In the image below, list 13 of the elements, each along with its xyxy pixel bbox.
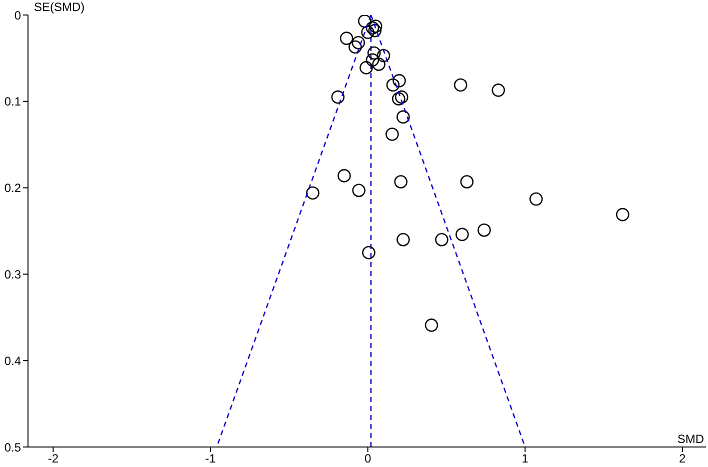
- y-tick-label: 0.3: [4, 267, 22, 282]
- x-tick-label: -1: [205, 452, 216, 466]
- x-tick-label: 0: [364, 452, 372, 466]
- y-tick-label: 0.1: [4, 94, 22, 109]
- y-axis-title: SE(SMD): [34, 0, 85, 14]
- x-tick-label: 1: [522, 452, 529, 466]
- x-tick-label: -2: [48, 452, 59, 466]
- y-tick-label: 0: [14, 8, 22, 22]
- x-axis-title: SMD: [677, 432, 704, 446]
- x-tick-label: 2: [679, 452, 686, 466]
- y-tick-label: 0.4: [4, 354, 22, 368]
- y-tick-label: 0.2: [4, 181, 22, 196]
- y-tick-label: 0.5: [4, 440, 22, 454]
